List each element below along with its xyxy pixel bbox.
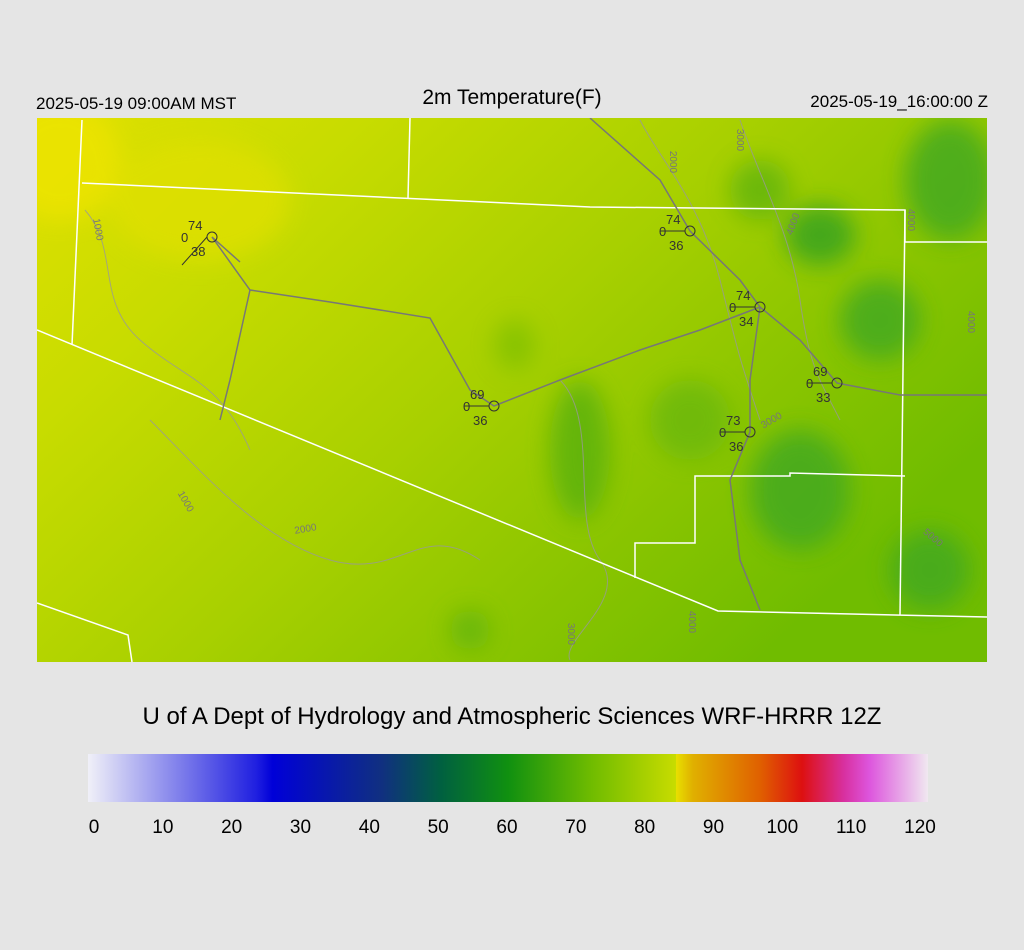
station-temp: 74	[666, 212, 680, 227]
station-wind: 0	[806, 376, 813, 391]
contour-label: 4000	[905, 209, 916, 232]
colorbar-tick-label: 40	[359, 817, 380, 838]
colorbar-tick-label: 70	[565, 817, 586, 838]
colorbar-tick-label: 90	[703, 817, 724, 838]
valid-utc: 2025-05-19_16:00:00 Z	[810, 92, 988, 111]
colorbar-tick-label: 80	[634, 817, 655, 838]
credit: U of A Dept of Hydrology and Atmospheric…	[143, 703, 882, 730]
contour-label: 4000	[965, 311, 976, 334]
station-temp: 74	[736, 288, 750, 303]
station-dewpoint: 38	[191, 244, 205, 259]
station-temp: 73	[726, 413, 740, 428]
station-wind: 0	[181, 230, 188, 245]
contour-label: 2000	[294, 522, 318, 537]
station-dewpoint: 36	[729, 439, 743, 454]
colorbar-tick-label: 110	[836, 817, 866, 838]
station-temp: 69	[813, 364, 827, 379]
colorbar-tick-label: 60	[496, 817, 517, 838]
station-dewpoint: 33	[816, 390, 830, 405]
colorbar-tick-label: 30	[290, 817, 311, 838]
contour-label: 3000	[565, 623, 576, 646]
colorbar	[88, 754, 928, 802]
colorbar-tick-label: 50	[428, 817, 449, 838]
station-wind: 0	[719, 425, 726, 440]
contour-label: 3000	[734, 129, 745, 152]
station-temp: 69	[470, 387, 484, 402]
colorbar-tick-label: 100	[766, 817, 798, 838]
station-dewpoint: 36	[669, 238, 683, 253]
valid-local: 2025-05-19 09:00AM MST	[36, 94, 236, 113]
station-temp: 74	[188, 218, 202, 233]
wind-barb	[181, 236, 208, 266]
colorbar-tick-label: 10	[152, 817, 173, 838]
station-dewpoint: 36	[473, 413, 487, 428]
station-wind: 0	[659, 224, 666, 239]
contour-label: 1000	[90, 218, 105, 242]
map-title: 2m Temperature(F)	[422, 86, 601, 109]
station-wind: 0	[729, 300, 736, 315]
colorbar-tick-label: 0	[89, 817, 100, 838]
contour-label: 2000	[667, 151, 678, 174]
colorbar-tick-label: 20	[221, 817, 242, 838]
map	[37, 118, 987, 662]
colorbar-tick-label: 120	[904, 817, 936, 838]
contour-label: 4000	[686, 611, 697, 634]
station-dewpoint: 34	[739, 314, 753, 329]
station-wind: 0	[463, 399, 470, 414]
